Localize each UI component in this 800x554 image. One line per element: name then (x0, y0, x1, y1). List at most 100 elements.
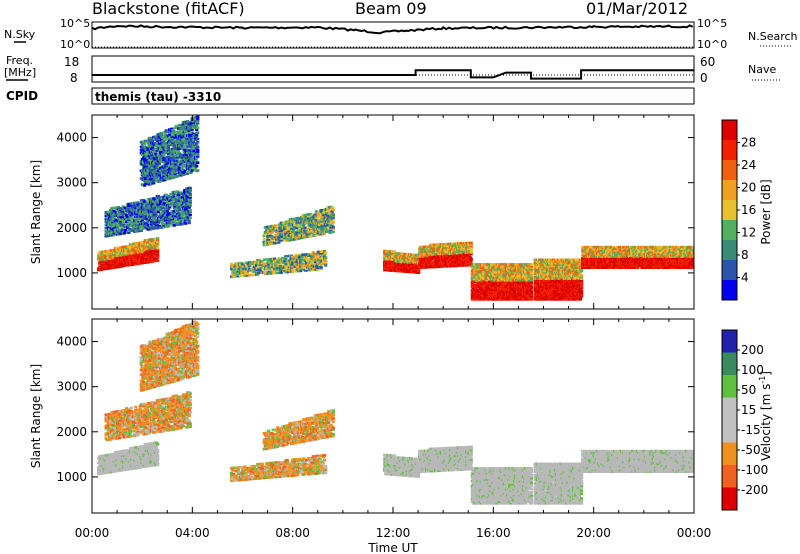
scatter-cell (320, 209, 324, 212)
noise-tick-top-right: 10^5 (697, 17, 727, 30)
scatter-cell (176, 212, 180, 215)
scatter-cell (123, 217, 128, 221)
scatter-cell (279, 221, 283, 225)
scatter-cell (181, 202, 186, 205)
scatter-cell (298, 233, 302, 237)
scatter-cell (262, 258, 267, 261)
scatter-cell (142, 224, 146, 227)
scatter-cell (310, 260, 314, 264)
scatter-cell (187, 221, 191, 225)
scatter-cell (117, 249, 121, 253)
scatter-cell (171, 194, 175, 197)
scatter-cell (303, 264, 307, 267)
scatter-cell (153, 219, 157, 222)
scatter-cell (168, 205, 172, 209)
scatter-cell (232, 268, 236, 272)
scatter-cell (185, 187, 189, 190)
scatter-cell (269, 234, 273, 238)
scatter-cell (136, 241, 140, 245)
scatter-cell (411, 256, 415, 260)
scatter-cell (383, 256, 387, 259)
scatter-cell (139, 215, 143, 218)
scatter-cell (169, 143, 173, 147)
scatter-cell (161, 203, 165, 207)
scatter-cell (117, 206, 121, 209)
scatter-cell (301, 266, 305, 269)
scatter-cell (129, 218, 133, 221)
scatter-cell (168, 197, 172, 201)
scatter-cell (144, 176, 148, 179)
scatter-cell (318, 264, 322, 268)
scatter-cell (162, 195, 166, 199)
scatter-cell (258, 268, 262, 271)
scatter-cell (313, 263, 318, 267)
scatter-cell (313, 261, 318, 265)
scatter-cell (117, 252, 121, 256)
scatter-cell (155, 223, 159, 227)
scatter-cell (286, 226, 290, 230)
scatter-cell (268, 272, 272, 275)
scatter-cell (284, 230, 288, 233)
nave-tick-top: 60 (700, 55, 715, 69)
scatter-cell (324, 262, 328, 266)
scatter-cell (139, 224, 143, 228)
scatter-cell (124, 245, 128, 248)
scatter-cell (172, 209, 176, 213)
scatter-cell (470, 279, 474, 282)
scatter-cell (316, 230, 321, 233)
scatter-cell (384, 265, 388, 269)
scatter-cell (316, 257, 320, 260)
scatter-cell (331, 219, 335, 223)
scatter-cell (161, 219, 165, 223)
scatter-cell (310, 263, 314, 267)
scatter-cell (135, 249, 139, 253)
scatter-cell (188, 194, 192, 198)
scatter-cell (105, 231, 109, 235)
scatter-cell (321, 213, 325, 217)
scatter-cell (138, 216, 142, 220)
scatter-cell (175, 138, 180, 142)
scatter-cell (331, 230, 335, 234)
scatter-cell (318, 228, 322, 231)
scatter-cell (123, 216, 128, 219)
scatter-cell (150, 218, 154, 221)
scatter-cell (105, 264, 109, 267)
scatter-cell (112, 211, 116, 214)
scatter-cell (173, 126, 177, 130)
scatter-cell (123, 248, 127, 252)
scatter-cell (107, 263, 111, 267)
scatter-cell (104, 220, 108, 224)
scatter-cell (314, 230, 318, 234)
scatter-cell (156, 221, 160, 225)
scatter-cell (423, 255, 427, 258)
scatter-cell (235, 263, 239, 267)
scatter-cell (264, 233, 268, 237)
scatter-cell (231, 272, 235, 275)
scatter-cell (266, 272, 270, 275)
scatter-cell (326, 215, 330, 219)
scatter-cell (180, 195, 184, 199)
scatter-cell (479, 285, 483, 288)
scatter-cell (121, 222, 125, 226)
scatter-cell (153, 248, 157, 252)
scatter-cell (150, 222, 154, 226)
scatter-cell (403, 256, 407, 259)
scatter-cell (286, 270, 290, 274)
scatter-cell (481, 288, 485, 292)
scatter-cell (304, 269, 309, 272)
scatter-cell (113, 214, 117, 217)
scatter-cell (152, 253, 156, 257)
scatter-cell (108, 221, 112, 225)
scatter-cell (134, 227, 138, 230)
scatter-cell (178, 204, 182, 207)
scatter-cell (445, 255, 449, 259)
scatter-cell (145, 217, 149, 220)
scatter-cell (160, 132, 164, 135)
scatter-cell (107, 265, 111, 269)
scatter-cell (252, 270, 256, 273)
freq-label-2: [MHz] (4, 66, 36, 79)
scatter-cell (469, 259, 473, 262)
scatter-cell (470, 290, 474, 293)
scatter-cell (189, 139, 193, 143)
scatter-cell (477, 268, 481, 271)
